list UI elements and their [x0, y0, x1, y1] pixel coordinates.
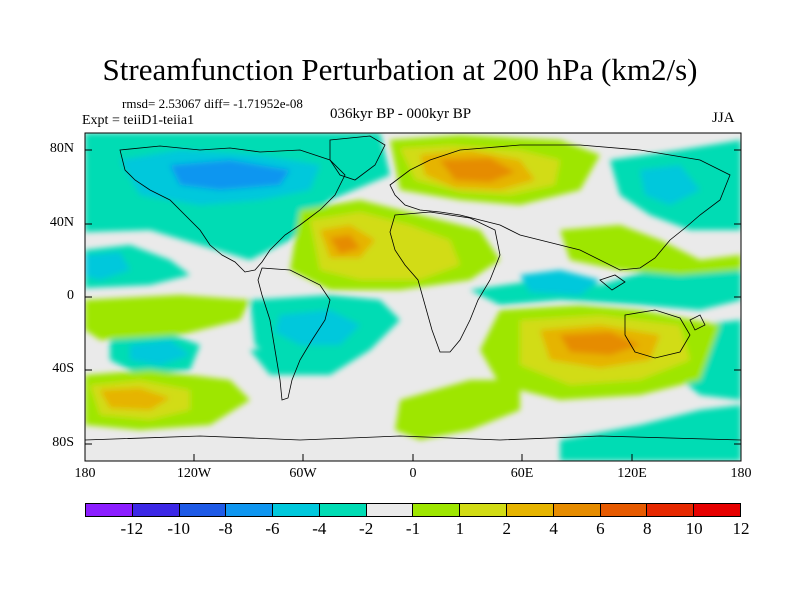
colorbar-label: 4 [549, 519, 558, 538]
lat-label-40s: 40S [52, 361, 74, 376]
colorbar-swatch [319, 504, 367, 516]
colorbar-swatch [86, 504, 133, 516]
coastlines [85, 135, 741, 441]
axis-ticks [84, 149, 742, 461]
period-label: 036kyr BP - 000kyr BP [330, 106, 472, 122]
colorbar-label: 1 [455, 519, 465, 538]
colorbar-label: -10 [167, 519, 191, 538]
lon-label-60e: 60E [510, 466, 534, 481]
colorbar-swatch [460, 504, 508, 516]
colorbar-swatch [694, 504, 740, 516]
colorbar-label: 8 [643, 519, 652, 538]
lon-label-120w: 120W [176, 466, 212, 481]
colorbar-swatch [553, 504, 601, 516]
colorbar-swatch [600, 504, 648, 516]
lat-label-80s: 80S [52, 435, 74, 450]
season-label: JJA [712, 110, 735, 126]
colorbar-label: 6 [596, 519, 605, 538]
colorbar-label: 10 [685, 519, 703, 538]
colorbar-label: -4 [312, 519, 327, 538]
colorbar [85, 503, 741, 517]
colorbar-swatch [507, 504, 554, 516]
colorbar-label: -2 [359, 519, 374, 538]
experiment-label: Expt = teiiD1-teiia1 [82, 113, 195, 128]
contour-field [85, 133, 741, 461]
colorbar-swatch [226, 504, 274, 516]
lat-label-80n: 80N [49, 141, 74, 156]
colorbar-label: -6 [265, 519, 280, 538]
colorbar-label: -12 [120, 519, 144, 538]
colorbar-swatch [132, 504, 180, 516]
colorbar-label: 12 [732, 519, 750, 538]
lon-label-120e: 120E [617, 466, 647, 481]
lon-label-180w: 180 [74, 466, 96, 481]
lon-label-180e: 180 [730, 466, 752, 481]
colorbar-label: -8 [218, 519, 233, 538]
plot-title: Streamfunction Perturbation at 200 hPa (… [102, 52, 698, 87]
lat-label-0: 0 [67, 288, 74, 303]
colorbar-label: -1 [405, 519, 421, 538]
colorbar-swatch [366, 504, 414, 516]
lon-label-0: 0 [409, 466, 417, 481]
colorbar-label: 2 [502, 519, 511, 538]
lon-label-60w: 60W [289, 466, 317, 481]
rmsd-diff-text: rmsd= 2.53067 diff= -1.71952e-08 [122, 96, 303, 111]
colorbar-swatch [273, 504, 320, 516]
colorbar-swatch [647, 504, 695, 516]
lat-label-40n: 40N [49, 215, 74, 230]
colorbar-swatch [179, 504, 227, 516]
colorbar-swatch [413, 504, 461, 516]
